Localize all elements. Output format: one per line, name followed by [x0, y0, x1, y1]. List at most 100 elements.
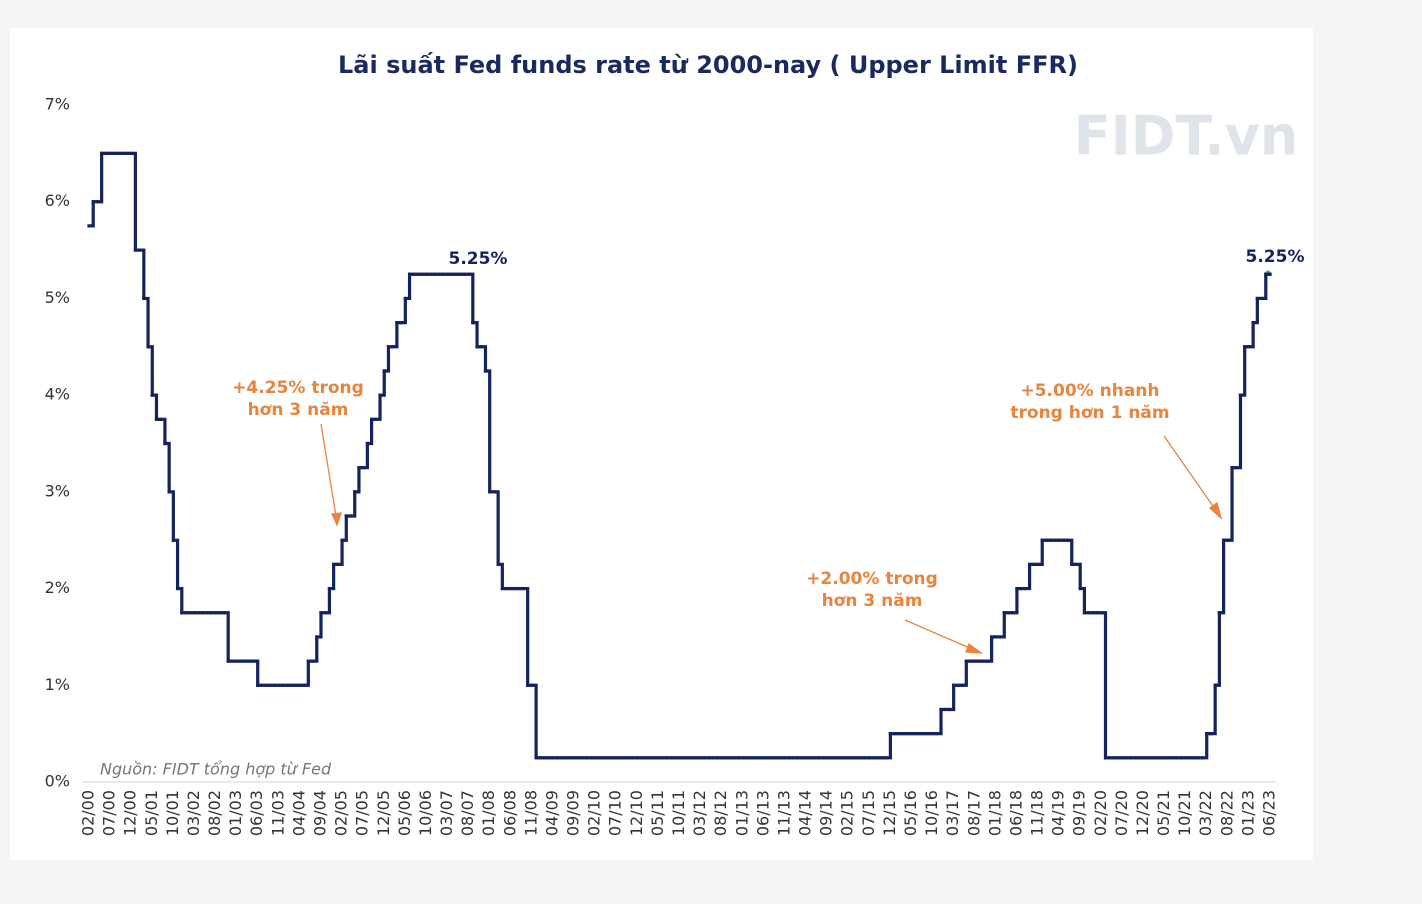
- x-tick-label: 06/13: [753, 790, 772, 836]
- step-segment: [340, 514, 348, 542]
- step-segment: [1247, 321, 1255, 349]
- x-tick-label: 01/13: [732, 790, 751, 836]
- annotation: +4.25% trong: [232, 378, 364, 398]
- step-segment: [1238, 345, 1247, 397]
- step-segment: [142, 296, 150, 349]
- source-note: Nguồn: FIDT tổng hợp từ Fed: [100, 760, 332, 779]
- annotation: trong hơn 1 năm: [1010, 403, 1169, 423]
- step-segment: [1213, 611, 1221, 687]
- y-tick-label: 5%: [45, 288, 70, 307]
- x-tick-label: 06/08: [500, 790, 519, 836]
- y-tick-label: 2%: [45, 578, 70, 597]
- x-tick-label: 11/03: [268, 790, 287, 836]
- step-segment: [960, 659, 968, 687]
- x-tick-label: 12/10: [627, 790, 646, 836]
- step-segment: [323, 586, 332, 615]
- x-tick-label: 05/16: [901, 790, 920, 836]
- step-segment: [310, 635, 319, 663]
- y-tick-label: 1%: [45, 675, 70, 694]
- step-segment: [403, 272, 412, 301]
- step-segment: [382, 345, 391, 373]
- step-segment: [378, 369, 386, 397]
- x-tick-label: 05/21: [1154, 790, 1173, 836]
- step-segment: [884, 732, 892, 760]
- step-segment: [348, 490, 357, 518]
- arrow: [904, 619, 973, 650]
- x-tick-label: 05/06: [395, 790, 414, 836]
- step-segment: [336, 538, 344, 566]
- arrow-head: [331, 512, 342, 527]
- step-segment: [1251, 296, 1259, 325]
- step-segment: [1226, 466, 1234, 542]
- x-tick-label: 10/11: [669, 790, 688, 836]
- annotation: 5.25%: [449, 249, 508, 269]
- x-tick-label: 12/00: [121, 790, 140, 836]
- y-tick-label: 6%: [45, 191, 70, 210]
- step-segment: [87, 200, 95, 228]
- x-tick-label: 02/10: [585, 790, 604, 836]
- arrow-head: [965, 642, 984, 654]
- step-segment: [391, 321, 399, 349]
- step-segment: [302, 659, 310, 687]
- x-tick-label: 04/04: [289, 790, 308, 836]
- annotation: hơn 3 năm: [822, 591, 923, 611]
- step-segment: [471, 321, 479, 349]
- step-segment: [129, 151, 137, 252]
- annotation: +5.00% nhanh: [1020, 381, 1159, 401]
- x-tick-label: 10/01: [163, 790, 182, 836]
- step-segment: [1217, 538, 1226, 615]
- annotation: hơn 3 năm: [248, 400, 349, 420]
- arrow: [1163, 435, 1216, 510]
- step-segment: [935, 707, 943, 736]
- x-tick-label: 01/18: [985, 790, 1004, 836]
- step-segment: [1065, 538, 1074, 566]
- x-tick-label: 07/10: [606, 790, 625, 836]
- x-tick-label: 02/00: [79, 790, 98, 836]
- x-tick-label: 01/03: [226, 790, 245, 836]
- x-tick-label: 11/18: [1028, 790, 1047, 836]
- x-tick-label: 03/22: [1196, 790, 1215, 836]
- x-tick-label: 10/16: [922, 790, 941, 836]
- x-tick-label: 12/20: [1133, 790, 1152, 836]
- step-segment: [1259, 272, 1268, 301]
- step-segment: [95, 151, 104, 204]
- x-tick-label: 07/20: [1112, 790, 1131, 836]
- annotation: +2.00% trong: [806, 569, 938, 589]
- step-segment: [1023, 562, 1032, 591]
- step-segment: [998, 611, 1006, 639]
- step-segment: [496, 562, 504, 591]
- step-segment: [374, 393, 382, 421]
- step-segment: [1200, 732, 1209, 760]
- x-tick-label: 09/14: [817, 790, 836, 836]
- step-segment: [353, 466, 361, 494]
- x-tick-label: 02/05: [332, 790, 351, 836]
- y-tick-label: 4%: [45, 385, 70, 404]
- x-tick-label: 08/17: [964, 790, 983, 836]
- step-segment: [399, 296, 407, 325]
- x-tick-label: 11/08: [521, 790, 540, 836]
- arrow: [320, 423, 337, 517]
- annotation-arrows: [320, 423, 1223, 654]
- step-segment: [467, 272, 475, 325]
- step-segment: [315, 611, 323, 639]
- x-tick-label: 03/17: [943, 790, 962, 836]
- x-tick-label: 03/12: [690, 790, 709, 836]
- x-tick-label: 09/09: [564, 790, 583, 836]
- step-segment: [1209, 683, 1217, 736]
- x-tick-label: 06/03: [247, 790, 266, 836]
- x-tick-label: 10/06: [416, 790, 435, 836]
- x-tick-label: 02/20: [1091, 790, 1110, 836]
- x-tick-label: 01/08: [479, 790, 498, 836]
- x-tick-label: 07/05: [353, 790, 372, 836]
- step-segment: [985, 635, 994, 663]
- step-segment: [163, 441, 171, 494]
- step-segment: [171, 538, 180, 591]
- x-tick-label: 08/07: [458, 790, 477, 836]
- x-tick-label: 05/01: [142, 790, 161, 836]
- step-segment: [361, 441, 369, 470]
- chart-title: Lãi suất Fed funds rate từ 2000-nay ( Up…: [338, 51, 1078, 79]
- x-tick-label: 08/22: [1217, 790, 1236, 836]
- step-segment: [1078, 586, 1087, 615]
